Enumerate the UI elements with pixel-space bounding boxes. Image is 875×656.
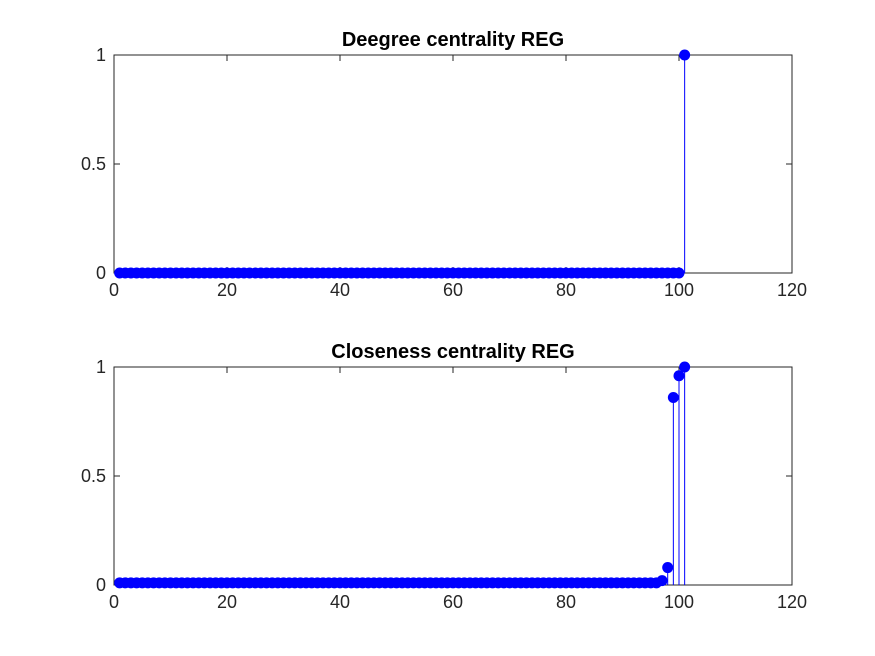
x-tick-label: 40 xyxy=(330,592,350,612)
stem-marker xyxy=(673,370,685,382)
y-tick-label: 0 xyxy=(96,575,106,595)
subplot-degree-centrality: Deegree centrality REG 0 20 40 60 80 100 12000… xyxy=(81,29,807,300)
x-tick-label: 100 xyxy=(664,592,694,612)
x-tick-label: 120 xyxy=(777,592,807,612)
y-tick-label: 0.5 xyxy=(81,154,106,174)
chart-title: Deegree centrality REG xyxy=(342,29,564,51)
x-tick-label: 0 xyxy=(109,592,119,612)
subplot-closeness-centrality: Closeness centrality REG 0 20 40 60 80 100 120… xyxy=(81,341,807,612)
x-tick-label: 20 xyxy=(217,592,237,612)
y-tick-label: 0.5 xyxy=(81,466,106,486)
y-tick-label: 0 xyxy=(96,263,106,283)
y-tick-label: 1 xyxy=(96,45,106,65)
y-tick-label: 1 xyxy=(96,357,106,377)
stem-marker xyxy=(662,562,674,574)
stem-marker xyxy=(673,267,685,279)
x-tick-label: 20 xyxy=(217,280,237,300)
axes-box xyxy=(113,54,793,274)
stem-marker xyxy=(656,575,668,587)
x-tick-label: 40 xyxy=(330,280,350,300)
stem-series xyxy=(114,361,691,589)
x-tick-label: 100 xyxy=(664,280,694,300)
axes-box xyxy=(113,366,793,586)
x-tick-label: 60 xyxy=(443,280,463,300)
stem-series xyxy=(114,49,691,279)
stem-marker xyxy=(667,392,679,404)
axis-ticks: 0 20 40 60 80 100 120 0 0.5 1 xyxy=(81,45,807,300)
x-tick-label: 0 xyxy=(109,280,119,300)
x-tick-label: 80 xyxy=(556,280,576,300)
x-tick-label: 120 xyxy=(777,280,807,300)
chart-title: Closeness centrality REG xyxy=(331,341,574,363)
axis-ticks: 0 20 40 60 80 100 120 0 0.5 1 xyxy=(81,357,807,612)
x-tick-label: 80 xyxy=(556,592,576,612)
x-tick-label: 60 xyxy=(443,592,463,612)
stem-marker xyxy=(679,361,691,373)
stem-marker xyxy=(679,49,691,61)
